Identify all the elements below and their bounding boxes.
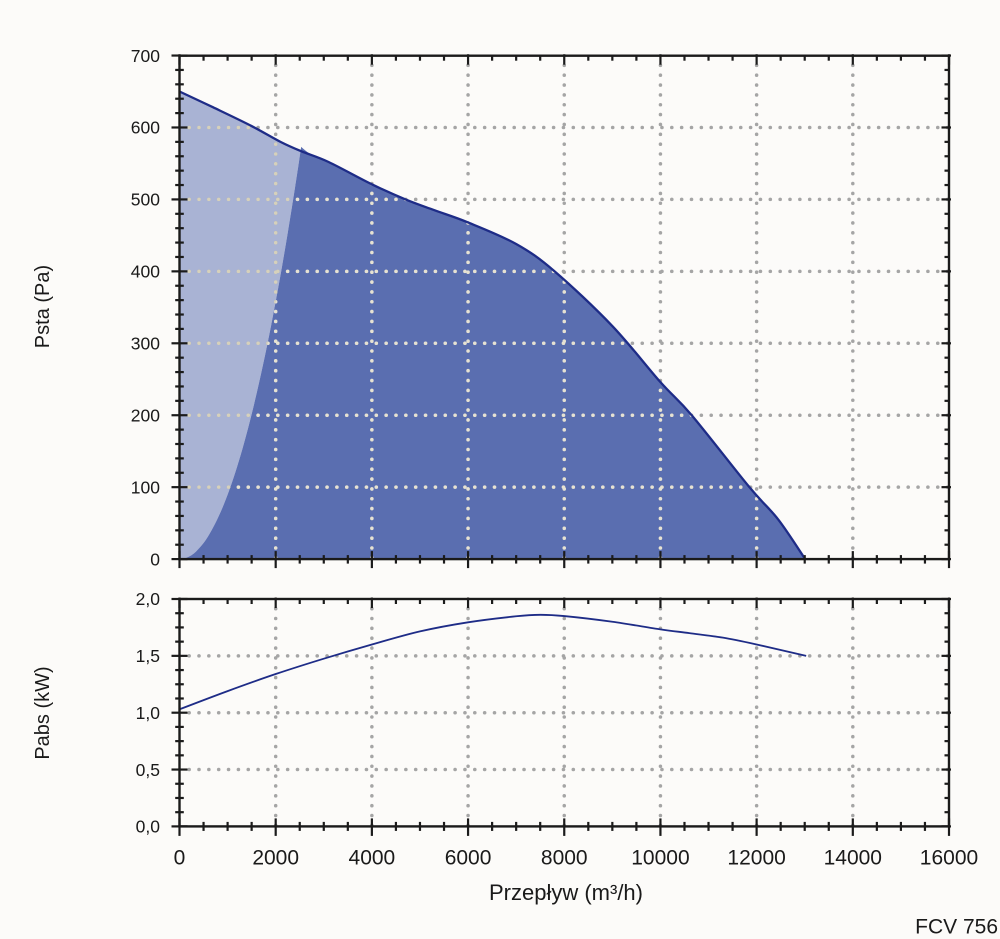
- svg-text:Psta (Pa): Psta (Pa): [32, 265, 54, 348]
- svg-text:200: 200: [131, 405, 160, 425]
- svg-text:300: 300: [131, 333, 160, 353]
- svg-text:1,0: 1,0: [136, 703, 161, 723]
- svg-text:Pabs (kW): Pabs (kW): [32, 666, 54, 759]
- svg-text:12000: 12000: [727, 847, 785, 870]
- svg-text:8000: 8000: [541, 847, 588, 870]
- svg-text:FCV 756: FCV 756: [915, 916, 998, 939]
- svg-text:2000: 2000: [252, 847, 299, 870]
- svg-text:4000: 4000: [349, 847, 396, 870]
- svg-text:2,0: 2,0: [136, 589, 161, 609]
- svg-text:1,5: 1,5: [136, 646, 160, 666]
- svg-text:100: 100: [131, 477, 160, 497]
- svg-text:10000: 10000: [631, 847, 689, 870]
- svg-text:500: 500: [131, 190, 160, 210]
- svg-text:6000: 6000: [445, 847, 492, 870]
- svg-text:600: 600: [131, 118, 160, 138]
- svg-text:400: 400: [131, 262, 160, 282]
- svg-text:0: 0: [174, 847, 186, 870]
- svg-text:0,0: 0,0: [136, 817, 161, 837]
- svg-text:700: 700: [131, 46, 160, 66]
- svg-text:0: 0: [150, 549, 160, 569]
- svg-text:0,5: 0,5: [136, 760, 160, 780]
- svg-text:14000: 14000: [824, 847, 882, 870]
- svg-text:Przepływ (m³/h): Przepływ (m³/h): [489, 880, 643, 905]
- svg-text:16000: 16000: [920, 847, 978, 870]
